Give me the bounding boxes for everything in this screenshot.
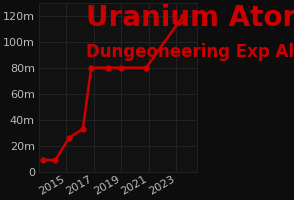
Text: Uranium Atom: Uranium Atom (86, 4, 294, 32)
Text: Dungeoneering Exp All Tim: Dungeoneering Exp All Tim (86, 43, 294, 61)
